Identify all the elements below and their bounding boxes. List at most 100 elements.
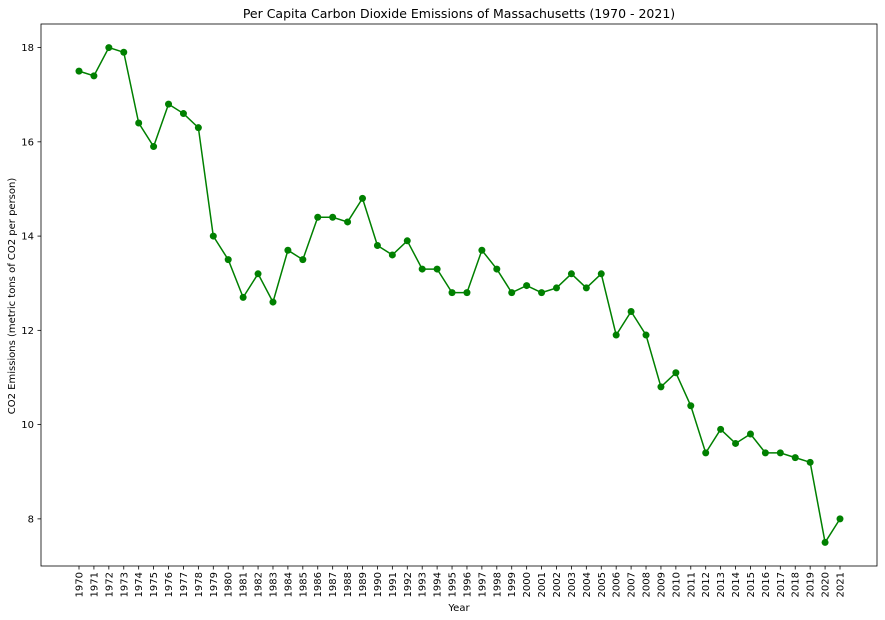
x-tick-label: 2004: [582, 572, 593, 597]
x-tick-label: 1970: [75, 572, 86, 597]
data-point: [194, 124, 202, 132]
data-point: [657, 383, 665, 391]
x-tick-label: 2013: [716, 572, 727, 597]
x-tick-label: 1971: [89, 572, 100, 597]
x-tick-label: 1999: [507, 572, 518, 597]
x-tick-label: 1972: [104, 572, 115, 597]
data-point: [642, 331, 650, 339]
data-point: [388, 251, 396, 259]
x-tick-label: 1973: [119, 572, 130, 597]
x-tick-label: 2008: [642, 572, 653, 597]
x-tick-label: 1981: [239, 572, 250, 597]
data-point: [478, 246, 486, 254]
y-tick-label: 10: [21, 420, 34, 431]
x-tick-label: 2021: [836, 572, 847, 597]
x-tick-label: 2011: [686, 572, 697, 597]
data-point: [165, 100, 173, 108]
data-point: [359, 194, 367, 202]
x-tick-label: 1997: [477, 572, 488, 597]
data-point: [209, 232, 217, 240]
data-point: [269, 298, 277, 306]
data-point: [373, 242, 381, 250]
data-point: [150, 143, 158, 151]
x-tick-label: 2005: [597, 572, 608, 597]
x-tick-label: 2002: [552, 572, 563, 597]
x-tick-label: 2001: [537, 572, 548, 597]
data-point: [746, 430, 754, 438]
x-tick-label: 2007: [627, 572, 638, 597]
y-tick-label: 14: [21, 232, 34, 243]
data-point: [299, 256, 307, 264]
x-tick-label: 2012: [701, 572, 712, 597]
data-point: [105, 44, 113, 52]
data-point: [463, 289, 471, 297]
x-tick-label: 2018: [791, 572, 802, 597]
y-axis-label: CO2 Emissions (metric tons of CO2 per pe…: [7, 178, 18, 415]
data-point: [254, 270, 262, 278]
x-tick-label: 1979: [209, 572, 220, 597]
x-tick-label: 1974: [134, 572, 145, 597]
data-point: [344, 218, 352, 226]
data-point: [672, 369, 680, 377]
y-tick-label: 18: [21, 43, 34, 54]
x-tick-label: 1984: [283, 572, 294, 597]
data-point: [418, 265, 426, 273]
data-point: [90, 72, 98, 80]
x-tick-label: 2003: [567, 572, 578, 597]
data-point: [508, 289, 516, 297]
x-tick-label: 1977: [179, 572, 190, 597]
data-point: [75, 67, 83, 75]
data-point: [493, 265, 501, 273]
x-tick-label: 1991: [388, 572, 399, 597]
data-point: [791, 454, 799, 462]
data-point: [179, 110, 187, 118]
data-point: [612, 331, 620, 339]
x-tick-label: 2014: [731, 572, 742, 597]
data-point: [702, 449, 710, 457]
chart-title: Per Capita Carbon Dioxide Emissions of M…: [243, 6, 675, 21]
x-tick-label: 1995: [448, 572, 459, 597]
plot-area: 8 10 12 14 16 18 1970 1971 1972 1973 1974 1975 1976 1…: [21, 23, 878, 597]
data-point: [538, 289, 546, 297]
data-point: [224, 256, 232, 264]
data-point: [403, 237, 411, 245]
x-tick-label: 1998: [492, 572, 503, 597]
data-point: [135, 119, 143, 127]
data-point: [836, 515, 844, 523]
data-point: [806, 458, 814, 466]
data-point: [448, 289, 456, 297]
x-tick-label: 1978: [194, 572, 205, 597]
data-point: [761, 449, 769, 457]
x-tick-label: 1988: [343, 572, 354, 597]
x-tick-label: 1996: [462, 572, 473, 597]
x-tick-label: 1985: [298, 572, 309, 597]
x-tick-label: 1982: [254, 572, 265, 597]
data-point: [567, 270, 575, 278]
data-point: [552, 284, 560, 292]
y-tick-label: 12: [21, 326, 34, 337]
x-tick-label: 2019: [806, 572, 817, 597]
x-tick-label: 1993: [418, 572, 429, 597]
x-tick-label: 1994: [433, 572, 444, 597]
x-tick-label: 1990: [373, 572, 384, 597]
data-point: [776, 449, 784, 457]
x-tick-label: 1989: [358, 572, 369, 597]
data-point: [627, 307, 635, 315]
x-tick-label: 1987: [328, 572, 339, 597]
x-tick-label: 2006: [612, 572, 623, 597]
x-tick-label: 2016: [761, 572, 772, 597]
data-point: [239, 293, 247, 301]
data-point: [821, 538, 829, 546]
x-tick-label: 1976: [164, 572, 175, 597]
data-point: [284, 246, 292, 254]
data-point: [314, 213, 322, 221]
data-point: [717, 425, 725, 433]
x-axis-label: Year: [447, 603, 470, 614]
x-tick-label: 2020: [821, 572, 832, 597]
x-tick-label: 1980: [224, 572, 235, 597]
y-tick-label: 16: [21, 137, 34, 148]
x-tick-label: 2017: [776, 572, 787, 597]
data-point: [433, 265, 441, 273]
x-tick-label: 2015: [746, 572, 757, 597]
